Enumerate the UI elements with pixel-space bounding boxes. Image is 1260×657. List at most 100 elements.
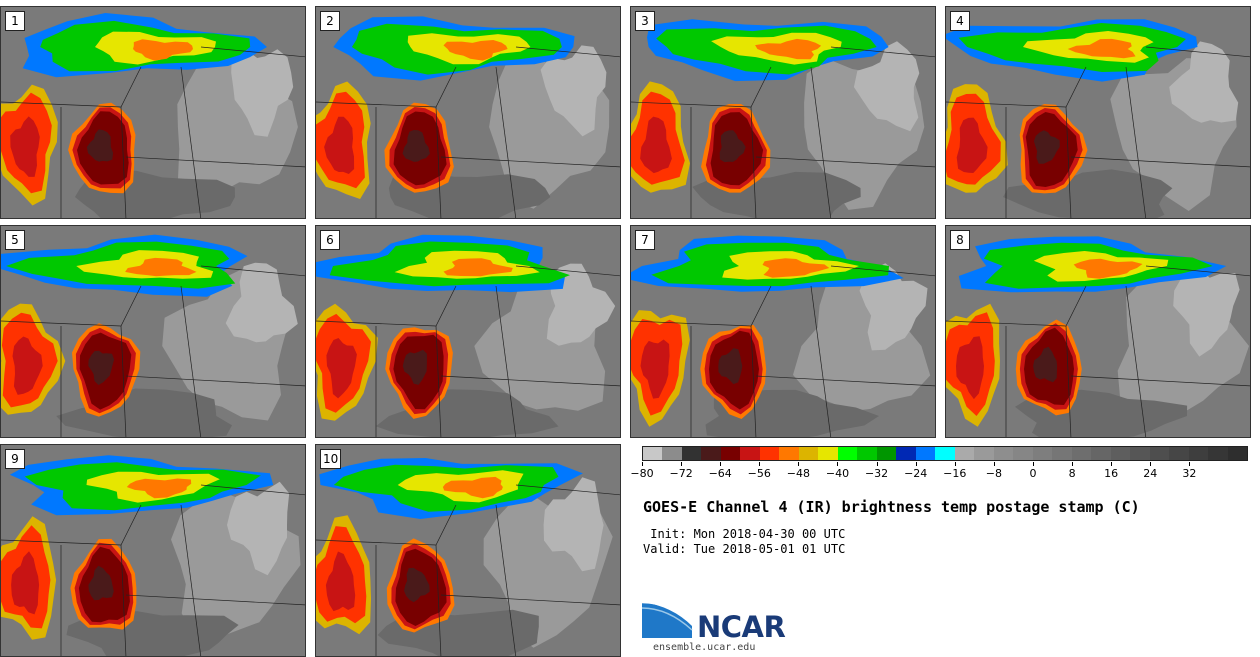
cloud-band-orange: [133, 39, 193, 61]
colorbar-swatch: [643, 447, 663, 460]
stamp-panel-8: 8: [945, 225, 1251, 438]
colorbar-swatch: [779, 447, 799, 460]
colorbar-tick-label: −8: [985, 467, 1002, 480]
state-boundary: [180, 66, 202, 218]
storm-main-top: [88, 565, 114, 601]
colorbar-tick-label: 24: [1143, 467, 1158, 480]
colorbar-swatch: [818, 447, 838, 460]
state-boundary: [440, 375, 620, 387]
stamp-panel-4: 4: [945, 6, 1251, 219]
state-boundary: [495, 504, 517, 656]
state-boundary: [1065, 106, 1072, 218]
ir-map-image: [631, 7, 935, 218]
colorbar-swatch: [1013, 447, 1033, 460]
storm-west-core: [956, 117, 988, 173]
state-boundary: [1070, 375, 1250, 387]
cloud-patch: [543, 477, 604, 572]
state-boundary: [1065, 325, 1072, 437]
colorbar-ticks: −80 −72 −64 −56 −48 −40 −32 −24 −16 −8 0 8 16 24 32: [630, 462, 1248, 482]
state-boundary: [125, 594, 305, 606]
ir-map-image: [631, 226, 935, 437]
cloud-patch: [227, 481, 290, 576]
colorbar-swatch: [1227, 447, 1248, 460]
cloud-band-orange: [443, 40, 508, 61]
colorbar-swatch: [896, 447, 916, 460]
colorbar-swatch: [1091, 447, 1111, 460]
stamp-panel-6: 6: [315, 225, 621, 438]
colorbar-swatch: [1188, 447, 1209, 460]
ir-map-image: [946, 226, 1250, 437]
storm-main-top: [718, 348, 743, 385]
state-boundary: [120, 544, 127, 656]
logo-url: ensemble.ucar.edu: [653, 642, 756, 653]
cloud-patch: [540, 45, 607, 137]
cloud-band-orange: [443, 258, 513, 277]
cloud-patch: [56, 388, 232, 437]
panel-number: 7: [635, 230, 655, 250]
storm-main-top: [1033, 346, 1058, 383]
state-boundary: [515, 265, 620, 277]
colorbar-tick-label: 0: [1029, 467, 1037, 480]
colorbar-swatch: [681, 447, 702, 460]
state-boundary: [125, 156, 305, 168]
panel-number: 10: [320, 449, 342, 469]
cloud-patch: [853, 41, 920, 132]
colorbar-tick-label: 16: [1104, 467, 1119, 480]
valid-time: Valid: Tue 2018-05-01 01 UTC: [643, 542, 846, 556]
state-boundary: [1125, 285, 1147, 437]
colorbar-tick-mark: [1189, 462, 1191, 466]
state-boundary: [515, 46, 620, 58]
state-boundary: [440, 594, 620, 606]
ir-map-image: [316, 226, 620, 437]
cloud-patch: [1003, 169, 1173, 218]
storm-main-top: [86, 129, 114, 162]
storm-west-core: [10, 116, 40, 177]
state-boundary: [755, 156, 935, 168]
cloud-patch: [1173, 268, 1240, 357]
colorbar-swatch: [1130, 447, 1150, 460]
colorbar-swatch: [662, 447, 682, 460]
colorbar-swatch: [1169, 447, 1189, 460]
storm-main-top: [719, 130, 746, 163]
colorbar-tick-mark: [876, 462, 878, 466]
stamp-panel-1: 1: [0, 6, 306, 219]
panel-number: 8: [950, 230, 970, 250]
cloud-band-orange: [1067, 38, 1136, 59]
colorbar-tick-label: −16: [943, 467, 967, 480]
colorbar-swatch: [1052, 447, 1072, 460]
state-boundary: [200, 46, 305, 58]
colorbar-swatch: [740, 447, 760, 460]
panel-number: 5: [5, 230, 25, 250]
state-boundary: [1125, 66, 1147, 218]
storm-main-top: [1033, 130, 1060, 164]
state-boundary: [1145, 46, 1250, 58]
state-boundary: [435, 325, 442, 437]
colorbar-swatch: [798, 447, 819, 460]
storm-west-core: [640, 339, 670, 399]
panel-number: 1: [5, 11, 25, 31]
ir-map-image: [316, 7, 620, 218]
cloud-patch: [1169, 41, 1239, 123]
state-boundary: [180, 285, 202, 437]
ir-map-image: [316, 445, 620, 656]
state-boundary: [200, 265, 305, 277]
state-boundary: [810, 66, 832, 218]
state-boundary: [515, 484, 620, 496]
colorbar-tick-mark: [681, 462, 683, 466]
colorbar-tick-label: −56: [747, 467, 771, 480]
stamp-panel-2: 2: [315, 6, 621, 219]
colorbar-swatch: [837, 447, 858, 460]
cloud-band-orange: [762, 258, 830, 278]
state-boundary: [440, 156, 620, 168]
colorbar-tick-mark: [759, 462, 761, 466]
state-boundary: [750, 325, 757, 437]
state-boundary: [200, 484, 305, 496]
state-boundary: [810, 285, 832, 437]
colorbar-tick-label: −40: [825, 467, 850, 480]
colorbar-tick-label: 8: [1068, 467, 1076, 480]
storm-main-top: [402, 130, 430, 162]
colorbar-swatch: [1110, 447, 1131, 460]
colorbar-swatch: [1208, 447, 1228, 460]
ir-map-image: [1, 7, 305, 218]
colorbar-swatch: [857, 447, 877, 460]
